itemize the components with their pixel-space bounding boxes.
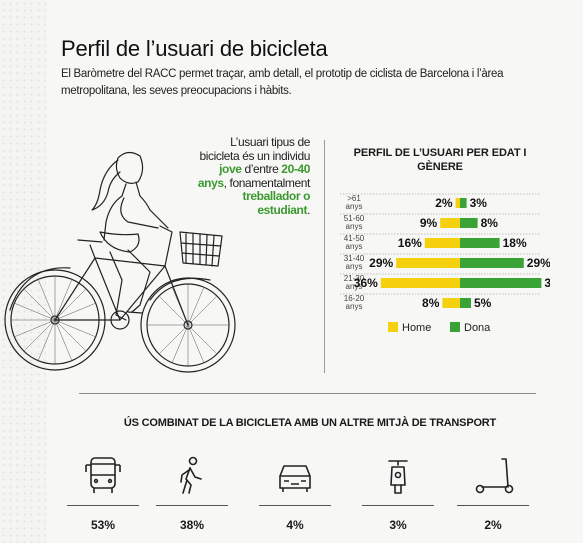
age-label-unit: anys [346, 302, 363, 311]
value-dona: 5% [474, 296, 492, 310]
age-label-unit: anys [346, 282, 363, 291]
usage-value-car: 4% [286, 518, 304, 532]
bar-home [380, 278, 460, 288]
horizontal-divider [79, 393, 536, 394]
motorbike-icon [388, 460, 408, 494]
intro-part-2: d’entre [241, 162, 282, 176]
value-dona: 3% [470, 196, 488, 210]
bar-home [396, 258, 460, 268]
age-label: 16-20 [344, 294, 365, 303]
intro-highlight-worker: treballador o estudiant [242, 189, 311, 217]
value-dona: 18% [503, 236, 527, 250]
age-label: 41-50 [344, 234, 365, 243]
legend-swatch-dona [450, 322, 460, 332]
intro-part-1: L’usuari tipus de bicicleta és un indivi… [199, 135, 311, 163]
age-label-unit: anys [346, 262, 363, 271]
age-label: >61 [347, 194, 361, 203]
scooter-icon [475, 458, 514, 494]
age-label: 31-40 [344, 254, 365, 263]
usage-value-walk: 38% [179, 518, 205, 532]
usage-bar-4 [362, 505, 434, 506]
chart-title: PERFIL DE L’USUARI PER EDAT I GÈNERE [353, 147, 527, 173]
page-title: Perfil de l’usuari de bicicleta [61, 36, 328, 61]
value-home: 9% [420, 216, 438, 230]
bar-dona [460, 278, 542, 288]
usage-value-scooter: 2% [484, 518, 502, 532]
age-label-unit: anys [346, 242, 363, 251]
bar-home [440, 218, 460, 228]
usage-value-bus: 53% [90, 518, 116, 532]
legend-swatch-home [388, 322, 398, 332]
value-dona: 37% [544, 276, 550, 290]
intro-part-3: , fonamentalment [223, 175, 311, 190]
value-home: 36% [354, 276, 378, 290]
intro-text: L’usuari tipus de bicicleta és un indivi… [190, 135, 311, 217]
usage-bar-3 [259, 505, 331, 506]
age-label: 21-30 [344, 274, 365, 283]
value-home: 29% [369, 256, 393, 270]
usage-bar-5 [457, 505, 529, 506]
vertical-divider [324, 140, 325, 373]
bus-icon [85, 457, 121, 493]
usage-title: ÚS COMBINAT DE LA BICICLETA AMB UN ALTRE… [123, 417, 497, 429]
legend-home: Home [402, 322, 431, 334]
bar-dona [460, 258, 524, 268]
age-label-unit: anys [346, 222, 363, 231]
usage-bar-1 [67, 505, 139, 506]
bar-dona [460, 298, 471, 308]
usage-value-moto: 3% [389, 518, 407, 532]
intro-highlight-young: jove [219, 162, 242, 176]
usage-bar-2 [156, 505, 228, 506]
value-dona: 8% [481, 216, 499, 230]
content-panel [46, 0, 583, 543]
cyclist-illustration [4, 151, 236, 373]
bar-home [424, 238, 460, 248]
intro-highlight-age: 20-40 anys [197, 162, 310, 190]
bar-dona [460, 198, 467, 208]
value-home: 2% [435, 196, 453, 210]
value-home: 8% [422, 296, 440, 310]
intro-part-4: . [307, 202, 310, 217]
age-label: 51-60 [344, 214, 365, 223]
age-label-unit: anys [346, 202, 363, 211]
legend-dona: Dona [464, 322, 491, 334]
bar-home [455, 198, 460, 208]
pedestrian-icon [180, 456, 202, 494]
page-subtitle: El Baròmetre del RACC permet traçar, amb… [61, 68, 504, 97]
car-icon [279, 465, 311, 492]
bar-dona [460, 238, 500, 248]
bar-home [442, 298, 460, 308]
bar-dona [460, 218, 478, 228]
value-dona: 29% [527, 256, 550, 270]
value-home: 16% [398, 236, 422, 250]
